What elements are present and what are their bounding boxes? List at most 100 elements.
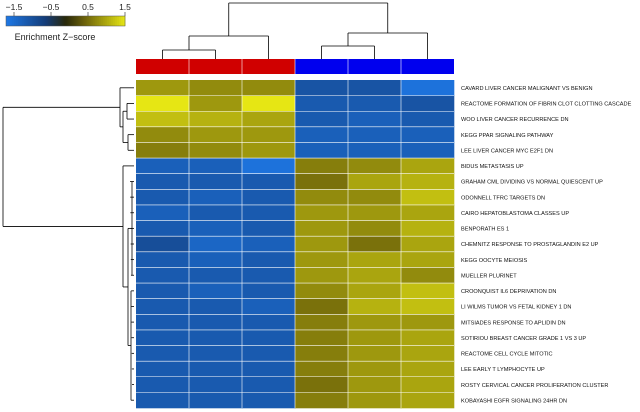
heatmap-cell (136, 111, 190, 128)
legend-swatch (17, 16, 21, 26)
heatmap-cell (295, 220, 349, 237)
heatmap-cell (189, 189, 243, 206)
row-labels: CAVARD LIVER CANCER MALIGNANT VS BENIGN R… (461, 86, 632, 404)
legend-swatch (7, 16, 11, 26)
row-label: CAIRO HEPATOBLASTOMA CLASSES UP (461, 211, 569, 217)
legend-swatch (111, 16, 114, 26)
heatmap-cell (189, 173, 243, 190)
row-label: CROONQUIST IL6 DEPRIVATION DN (461, 289, 556, 295)
row-label: ROSTY CERVICAL CANCER PROLIFERATION CLUS… (461, 383, 608, 389)
row-label: MUELLER PLURINET (461, 273, 517, 279)
heatmap-cell (242, 298, 296, 315)
legend-swatch (59, 16, 62, 26)
heatmap-cell (401, 220, 455, 237)
heatmap-cell (136, 236, 190, 253)
legend-ticks: −1.5 −0.5 0.5 1.5 (6, 2, 131, 16)
legend-title: Enrichment Z−score (15, 32, 96, 42)
heatmap-cell (136, 283, 190, 299)
heatmap-cell (295, 314, 349, 331)
heatmap-cell (401, 314, 455, 331)
row-label: CHEMNITZ RESPONSE TO PROSTAGLANDIN E2 UP (461, 242, 599, 248)
legend-tick-label: −0.5 (43, 2, 60, 12)
heatmap-cell (295, 158, 349, 175)
row-label: LEE LIVER CANCER MYC E2F1 DN (461, 148, 553, 154)
heatmap-cell (242, 251, 296, 268)
heatmap-cell (189, 267, 243, 284)
heatmap-cell (136, 345, 190, 362)
heatmap-cell (295, 95, 349, 112)
heatmap-cell (348, 283, 402, 299)
heatmap-cell (242, 173, 296, 190)
heatmap-cell (295, 267, 349, 284)
heatmap-cell (401, 126, 455, 143)
row-dendrogram (2, 87, 134, 401)
legend-swatch (107, 16, 110, 26)
legend-swatch (87, 16, 90, 26)
heatmap-cell (348, 80, 402, 96)
legend-swatch (6, 16, 9, 26)
heatmap-cell (295, 361, 349, 378)
heatmap-cell (242, 80, 296, 96)
heatmap-cell (348, 111, 402, 128)
legend-swatch (63, 16, 66, 26)
legend-swatch (79, 16, 82, 26)
heatmap-cell (348, 204, 402, 221)
legend-swatch (53, 16, 56, 26)
heatmap-cell (189, 80, 243, 96)
legend-swatch (83, 16, 86, 26)
heatmap-cell (136, 251, 190, 268)
column-group-block (295, 59, 454, 74)
heatmap-cell (136, 298, 190, 315)
heatmap-cell (189, 329, 243, 346)
heatmap-cell (401, 361, 455, 378)
legend-swatch (103, 16, 106, 26)
heatmap-cell (242, 329, 296, 346)
column-group-block (136, 59, 295, 74)
heatmap-cell (242, 267, 296, 284)
heatmap-cell (295, 376, 349, 393)
heatmap-cell (401, 111, 455, 128)
heatmap-cell (242, 204, 296, 221)
legend-swatch (21, 16, 25, 26)
legend-swatch (71, 16, 74, 26)
heatmap-cell (348, 298, 402, 315)
heatmap-cell (189, 345, 243, 362)
heatmap-cell (189, 392, 243, 409)
legend-swatch (73, 16, 76, 26)
heatmap-cell (189, 251, 243, 268)
heatmap-cell (401, 236, 455, 253)
heatmap-cell (136, 329, 190, 346)
row-label: WOO LIVER CANCER RECURRENCE DN (461, 117, 569, 123)
legend-swatch (43, 16, 47, 26)
heatmap-cell (295, 173, 349, 190)
legend-swatch (119, 16, 122, 26)
heatmap-cell (136, 158, 190, 175)
heatmap-cell (348, 142, 402, 159)
heatmap-cell (242, 95, 296, 112)
heatmap-cell (189, 142, 243, 159)
heatmap-cell (295, 298, 349, 315)
heatmap-cell (136, 267, 190, 284)
heatmap-cells (136, 80, 455, 409)
heatmap-cell (136, 376, 190, 393)
heatmap-cell (136, 392, 190, 409)
heatmap-cell (242, 314, 296, 331)
heatmap-cell (401, 267, 455, 284)
legend-swatch (49, 16, 53, 26)
heatmap-cell (348, 267, 402, 284)
legend-swatch (37, 16, 41, 26)
heatmap-cell (401, 158, 455, 175)
legend-swatch (19, 16, 23, 26)
heatmap-cell (401, 283, 455, 299)
row-label: CAVARD LIVER CANCER MALIGNANT VS BENIGN (461, 86, 592, 92)
row-label: MITSIADES RESPONSE TO APLIDIN DN (461, 320, 566, 326)
heatmap-cell (295, 111, 349, 128)
heatmap-cell (401, 345, 455, 362)
legend-tick-label: 1.5 (119, 2, 131, 12)
heatmap-cell (189, 236, 243, 253)
heatmap-cell (348, 158, 402, 175)
legend-swatch (47, 16, 51, 26)
row-label: KOBAYASHI EGFR SIGNALING 24HR DN (461, 398, 567, 404)
legend-swatch (25, 16, 29, 26)
heatmap-cell (242, 189, 296, 206)
